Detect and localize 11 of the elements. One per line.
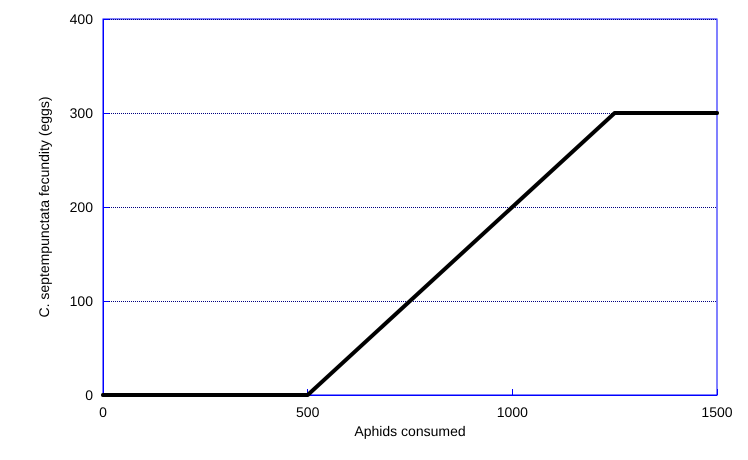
y-tick-label: 100 (70, 293, 94, 309)
y-tick-label: 0 (85, 387, 94, 403)
y-tick-label: 400 (70, 11, 94, 27)
x-tick-label: 500 (296, 404, 320, 420)
x-axis-title: Aphids consumed (354, 422, 466, 439)
y-tick-label: 200 (70, 199, 94, 215)
x-tick-label: 1000 (496, 404, 528, 420)
x-tick-label: 1500 (701, 404, 733, 420)
x-tick-label: 0 (99, 404, 108, 420)
y-axis-title: C. septempunctata fecundity (eggs) (36, 96, 52, 318)
y-tick-label: 300 (70, 105, 94, 121)
